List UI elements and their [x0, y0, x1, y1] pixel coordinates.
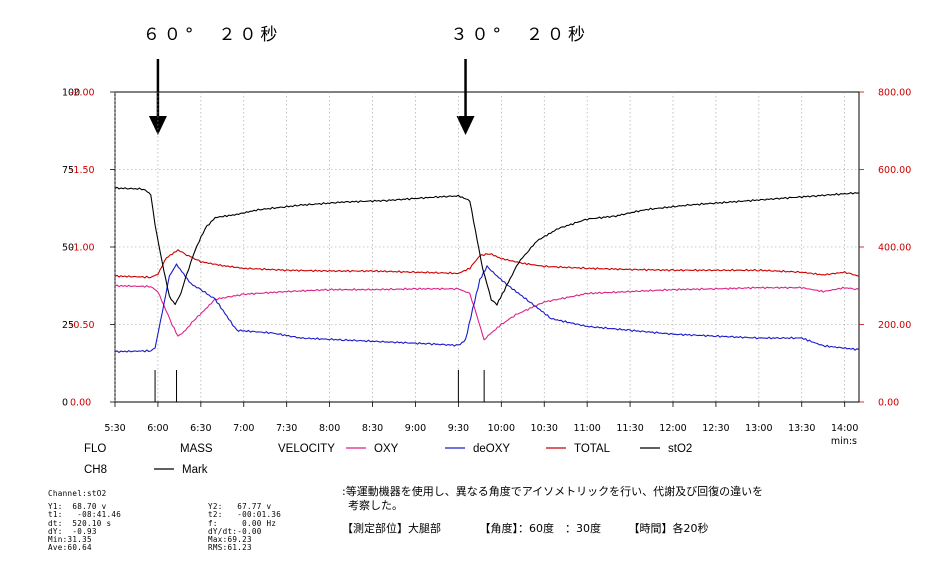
series-group	[114, 186, 860, 402]
left-tick-label: 50	[62, 243, 74, 254]
right-tick-label: 200.00	[878, 320, 911, 331]
series-deoxy	[114, 263, 860, 353]
grid	[114, 92, 859, 402]
left-tick-label: 25	[62, 320, 74, 331]
series-sto2	[114, 186, 860, 306]
x-tick-label: 13:00	[745, 423, 772, 434]
stat-left-line: dt: 520.10 s	[48, 518, 112, 528]
left-tick-label-b: -1.50	[70, 165, 95, 176]
legend-label-deoxy: deOXY	[473, 443, 510, 455]
x-tick-label: 7:00	[233, 423, 254, 434]
x-tick-label: 8:30	[362, 423, 383, 434]
x-tick-label: 13:30	[788, 423, 815, 434]
right-tick-label: 600.00	[878, 165, 911, 176]
x-tick-label: 8:00	[319, 423, 340, 434]
stat-left-line: Ave:60.64	[48, 543, 92, 553]
left-tick-label-b: 0.00	[70, 398, 91, 409]
legend-label-total: TOTAL	[574, 443, 611, 455]
stat-right-line: RMS:61.23	[208, 543, 252, 553]
left-tick-label: 0	[62, 398, 68, 409]
legend-label-velocity: VELOCITY	[278, 443, 335, 455]
annotation-arrow-head-2	[456, 116, 475, 135]
x-unit-label: min:s	[831, 436, 857, 447]
legend-label-ch8: CH8	[84, 464, 107, 476]
annotation-1: ６０° ２０秒	[143, 25, 282, 45]
note-line-3: 【測定部位】大腿部 【角度】：60度 ：30度 【時間】各20秒	[342, 522, 709, 535]
legend-label-mass: MASS	[180, 443, 213, 455]
stat-right-line: Max:69.23	[208, 535, 252, 545]
x-tick-label: 10:00	[488, 423, 515, 434]
notes: :等運動機器を使用し、異なる角度でアイソメトリックを行い、代謝及び回復の違いを …	[342, 485, 932, 536]
x-tick-label: 6:30	[190, 423, 211, 434]
x-tick-label: 7:30	[276, 423, 297, 434]
left-tick-label-b: -2.00	[70, 88, 95, 99]
left-tick-label: 75	[62, 165, 74, 176]
note-line-2: 考察した。	[348, 499, 403, 512]
stats-left: Y1: 68.70 v t1: -08:41.46 dt: 520.10 s dY: …	[48, 502, 122, 553]
legend: FLO MASS VELOCITY OXY deOXY TOTAL stO2 CH8 Mark	[84, 443, 692, 476]
annotations: ６０° ２０秒 ３０° ２０秒	[143, 25, 590, 135]
legend-label-flo: FLO	[84, 443, 106, 455]
annotation-2: ３０° ２０秒	[451, 25, 590, 45]
x-tick-label: 11:30	[616, 423, 643, 434]
stat-right-line: t2: -00:01.36	[208, 510, 282, 520]
left-tick-label: 100	[62, 88, 80, 99]
stat-right-line: f: 0.00 Hz	[208, 518, 277, 528]
right-tick-label: 400.00	[878, 243, 911, 254]
x-tick-label: 5:30	[104, 423, 125, 434]
x-tick-label: 10:30	[531, 423, 558, 434]
stat-left-line: Min:31.35	[48, 535, 92, 545]
left-tick-label-b: -0.50	[70, 320, 95, 331]
x-tick-label: 6:00	[147, 423, 168, 434]
legend-label-sto2: stO2	[668, 443, 692, 455]
x-tick-label: 9:30	[448, 423, 469, 434]
x-tick-label: 12:00	[659, 423, 686, 434]
right-tick-label: 0.00	[878, 398, 899, 409]
x-tick-label: 9:00	[405, 423, 426, 434]
series-oxy	[114, 284, 860, 341]
x-tick-label: 12:30	[702, 423, 729, 434]
left-tick-label-b: -1.00	[70, 243, 95, 254]
legend-label-mark: Mark	[182, 464, 208, 476]
x-tick-label: 11:00	[573, 423, 600, 434]
stats-panel: Channel:stO2 Y1: 68.70 v t1: -08:41.46 dt:…	[48, 489, 348, 559]
x-tick-label: 14:00	[831, 423, 858, 434]
legend-label-oxy: OXY	[374, 443, 399, 455]
channel-label: Channel:stO2	[48, 489, 107, 498]
stat-left-line: dY: -0.93	[48, 526, 97, 536]
stat-left-line: Y1: 68.70 v	[48, 502, 107, 511]
stat-right-line: dY/dt:-0.00	[208, 526, 262, 536]
note-line-1: :等運動機器を使用し、異なる角度でアイソメトリックを行い、代謝及び回復の違いを	[342, 485, 764, 498]
stats-right: Y2: 67.77 v t2: -00:01.36 f: 0.00 Hz dY/dt:…	[208, 502, 282, 553]
stat-right-line: Y2: 67.77 v	[208, 502, 272, 511]
series-total	[114, 249, 860, 279]
right-tick-label: 800.00	[878, 88, 911, 99]
axes: 5:30 6:00 6:30 7:00 7:30 8:00 8:30 9:00 9:30 10:0…	[62, 88, 911, 448]
stat-left-line: t1: -08:41.46	[48, 510, 122, 520]
